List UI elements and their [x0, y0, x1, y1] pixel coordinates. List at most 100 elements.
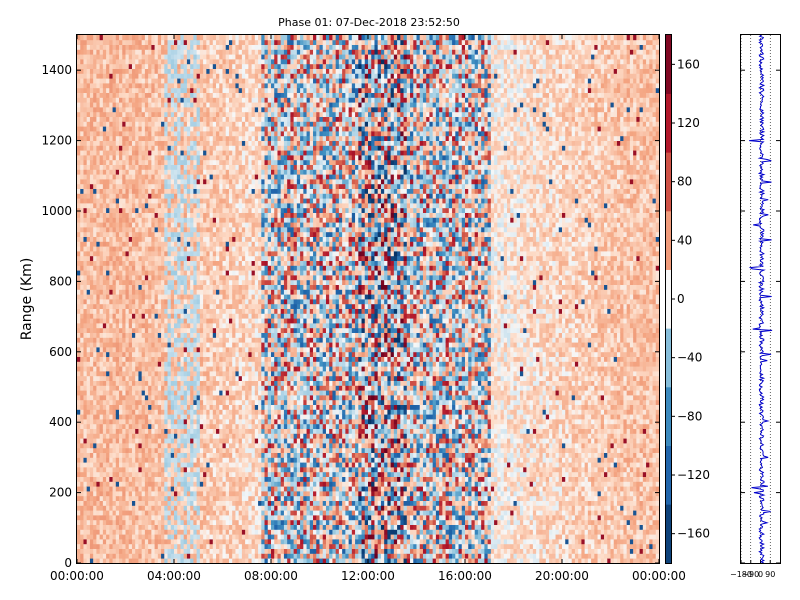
heatmap-cell	[141, 303, 146, 309]
heatmap-cell	[157, 44, 162, 50]
heatmap-cell	[119, 351, 123, 357]
heatmap-cell	[206, 462, 210, 468]
heatmap-cell	[212, 404, 217, 410]
heatmap-cell	[177, 217, 181, 223]
heatmap-cell	[119, 294, 123, 300]
heatmap-cell	[77, 543, 81, 549]
heatmap-cell	[180, 174, 185, 180]
heatmap-cell	[125, 49, 130, 55]
heatmap-cell	[102, 438, 107, 444]
heatmap-cell	[154, 438, 159, 444]
heatmap-cell	[131, 519, 136, 525]
heatmap-cell	[167, 217, 172, 223]
heatmap-cell	[212, 299, 217, 305]
heatmap-cell	[190, 174, 194, 180]
heatmap-cell	[161, 155, 165, 161]
heatmap-cell	[206, 323, 210, 329]
heatmap-cell	[83, 299, 88, 305]
heatmap-cell	[196, 203, 201, 209]
heatmap-cell	[199, 347, 204, 353]
heatmap-cell	[77, 49, 81, 55]
heatmap-cell	[93, 231, 97, 237]
heatmap-cell	[102, 515, 107, 521]
heatmap-cell	[199, 529, 204, 535]
heatmap-cell	[193, 83, 198, 89]
heatmap-cell	[77, 39, 81, 45]
heatmap-cell	[199, 515, 204, 521]
heatmap-cell	[125, 342, 130, 348]
heatmap-cell	[93, 44, 97, 50]
heatmap-cell	[96, 486, 101, 492]
heatmap-cell	[177, 164, 181, 170]
heatmap-cell	[80, 409, 84, 415]
heatmap-cell	[80, 255, 84, 261]
heatmap-cell	[77, 332, 81, 338]
heatmap-cell	[193, 303, 198, 309]
heatmap-cell	[125, 385, 130, 391]
heatmap-cell	[96, 303, 101, 309]
heatmap-cell	[161, 491, 165, 497]
heatmap-cell	[86, 102, 91, 108]
heatmap-cell	[222, 471, 227, 477]
heatmap-cell	[151, 443, 155, 449]
heatmap-cell	[164, 443, 168, 449]
heatmap-cell	[128, 495, 133, 501]
heatmap-cell	[186, 265, 191, 271]
heatmap-cell	[119, 303, 123, 309]
heatmap-cell	[180, 471, 185, 477]
heatmap-cell	[83, 438, 88, 444]
heatmap-cell	[154, 519, 159, 525]
heatmap-cell	[177, 231, 181, 237]
heatmap-cell	[77, 294, 81, 300]
heatmap-cell	[96, 471, 101, 477]
heatmap-cell	[119, 39, 123, 45]
heatmap-cell	[102, 548, 107, 554]
heatmap-cell	[128, 390, 133, 396]
heatmap-cell	[109, 351, 113, 357]
heatmap-cell	[112, 255, 117, 261]
heatmap-cell	[99, 467, 104, 473]
heatmap-cell	[212, 49, 217, 55]
heatmap-cell	[112, 491, 117, 497]
heatmap-cell	[122, 255, 126, 261]
heatmap-cell	[96, 419, 101, 425]
heatmap-cell	[109, 399, 113, 405]
heatmap-cell	[89, 275, 94, 281]
phase-heatmap	[77, 35, 660, 564]
heatmap-cell	[151, 404, 155, 410]
heatmap-cell	[212, 443, 217, 449]
heatmap-cell	[190, 327, 194, 333]
heatmap-cell	[148, 491, 152, 497]
heatmap-cell	[183, 399, 188, 405]
heatmap-cell	[206, 519, 210, 525]
heatmap-cell	[135, 433, 139, 439]
heatmap-cell	[212, 212, 217, 218]
heatmap-cell	[154, 409, 159, 415]
heatmap-cell	[138, 500, 143, 506]
heatmap-cell	[167, 356, 172, 362]
heatmap-cell	[164, 486, 168, 492]
heatmap-cell	[106, 313, 110, 319]
heatmap-cell	[102, 111, 107, 117]
heatmap-cell	[125, 54, 130, 60]
heatmap-cell	[125, 35, 130, 41]
heatmap-cell	[141, 107, 146, 113]
heatmap-cell	[190, 203, 194, 209]
heatmap-cell	[186, 207, 191, 213]
heatmap-cell	[109, 251, 113, 257]
heatmap-cell	[138, 59, 143, 65]
heatmap-cell	[99, 159, 104, 165]
heatmap-cell	[135, 447, 139, 453]
heatmap-cell	[216, 251, 220, 257]
heatmap-cell	[174, 323, 178, 329]
heatmap-cell	[193, 212, 198, 218]
heatmap-cell	[77, 318, 81, 324]
heatmap-cell	[206, 303, 210, 309]
heatmap-cell	[112, 222, 117, 228]
heatmap-cell	[180, 515, 185, 521]
heatmap-cell	[196, 212, 201, 218]
heatmap-cell	[89, 423, 94, 429]
heatmap-cell	[102, 140, 107, 146]
heatmap-cell	[138, 294, 143, 300]
heatmap-cell	[190, 313, 194, 319]
